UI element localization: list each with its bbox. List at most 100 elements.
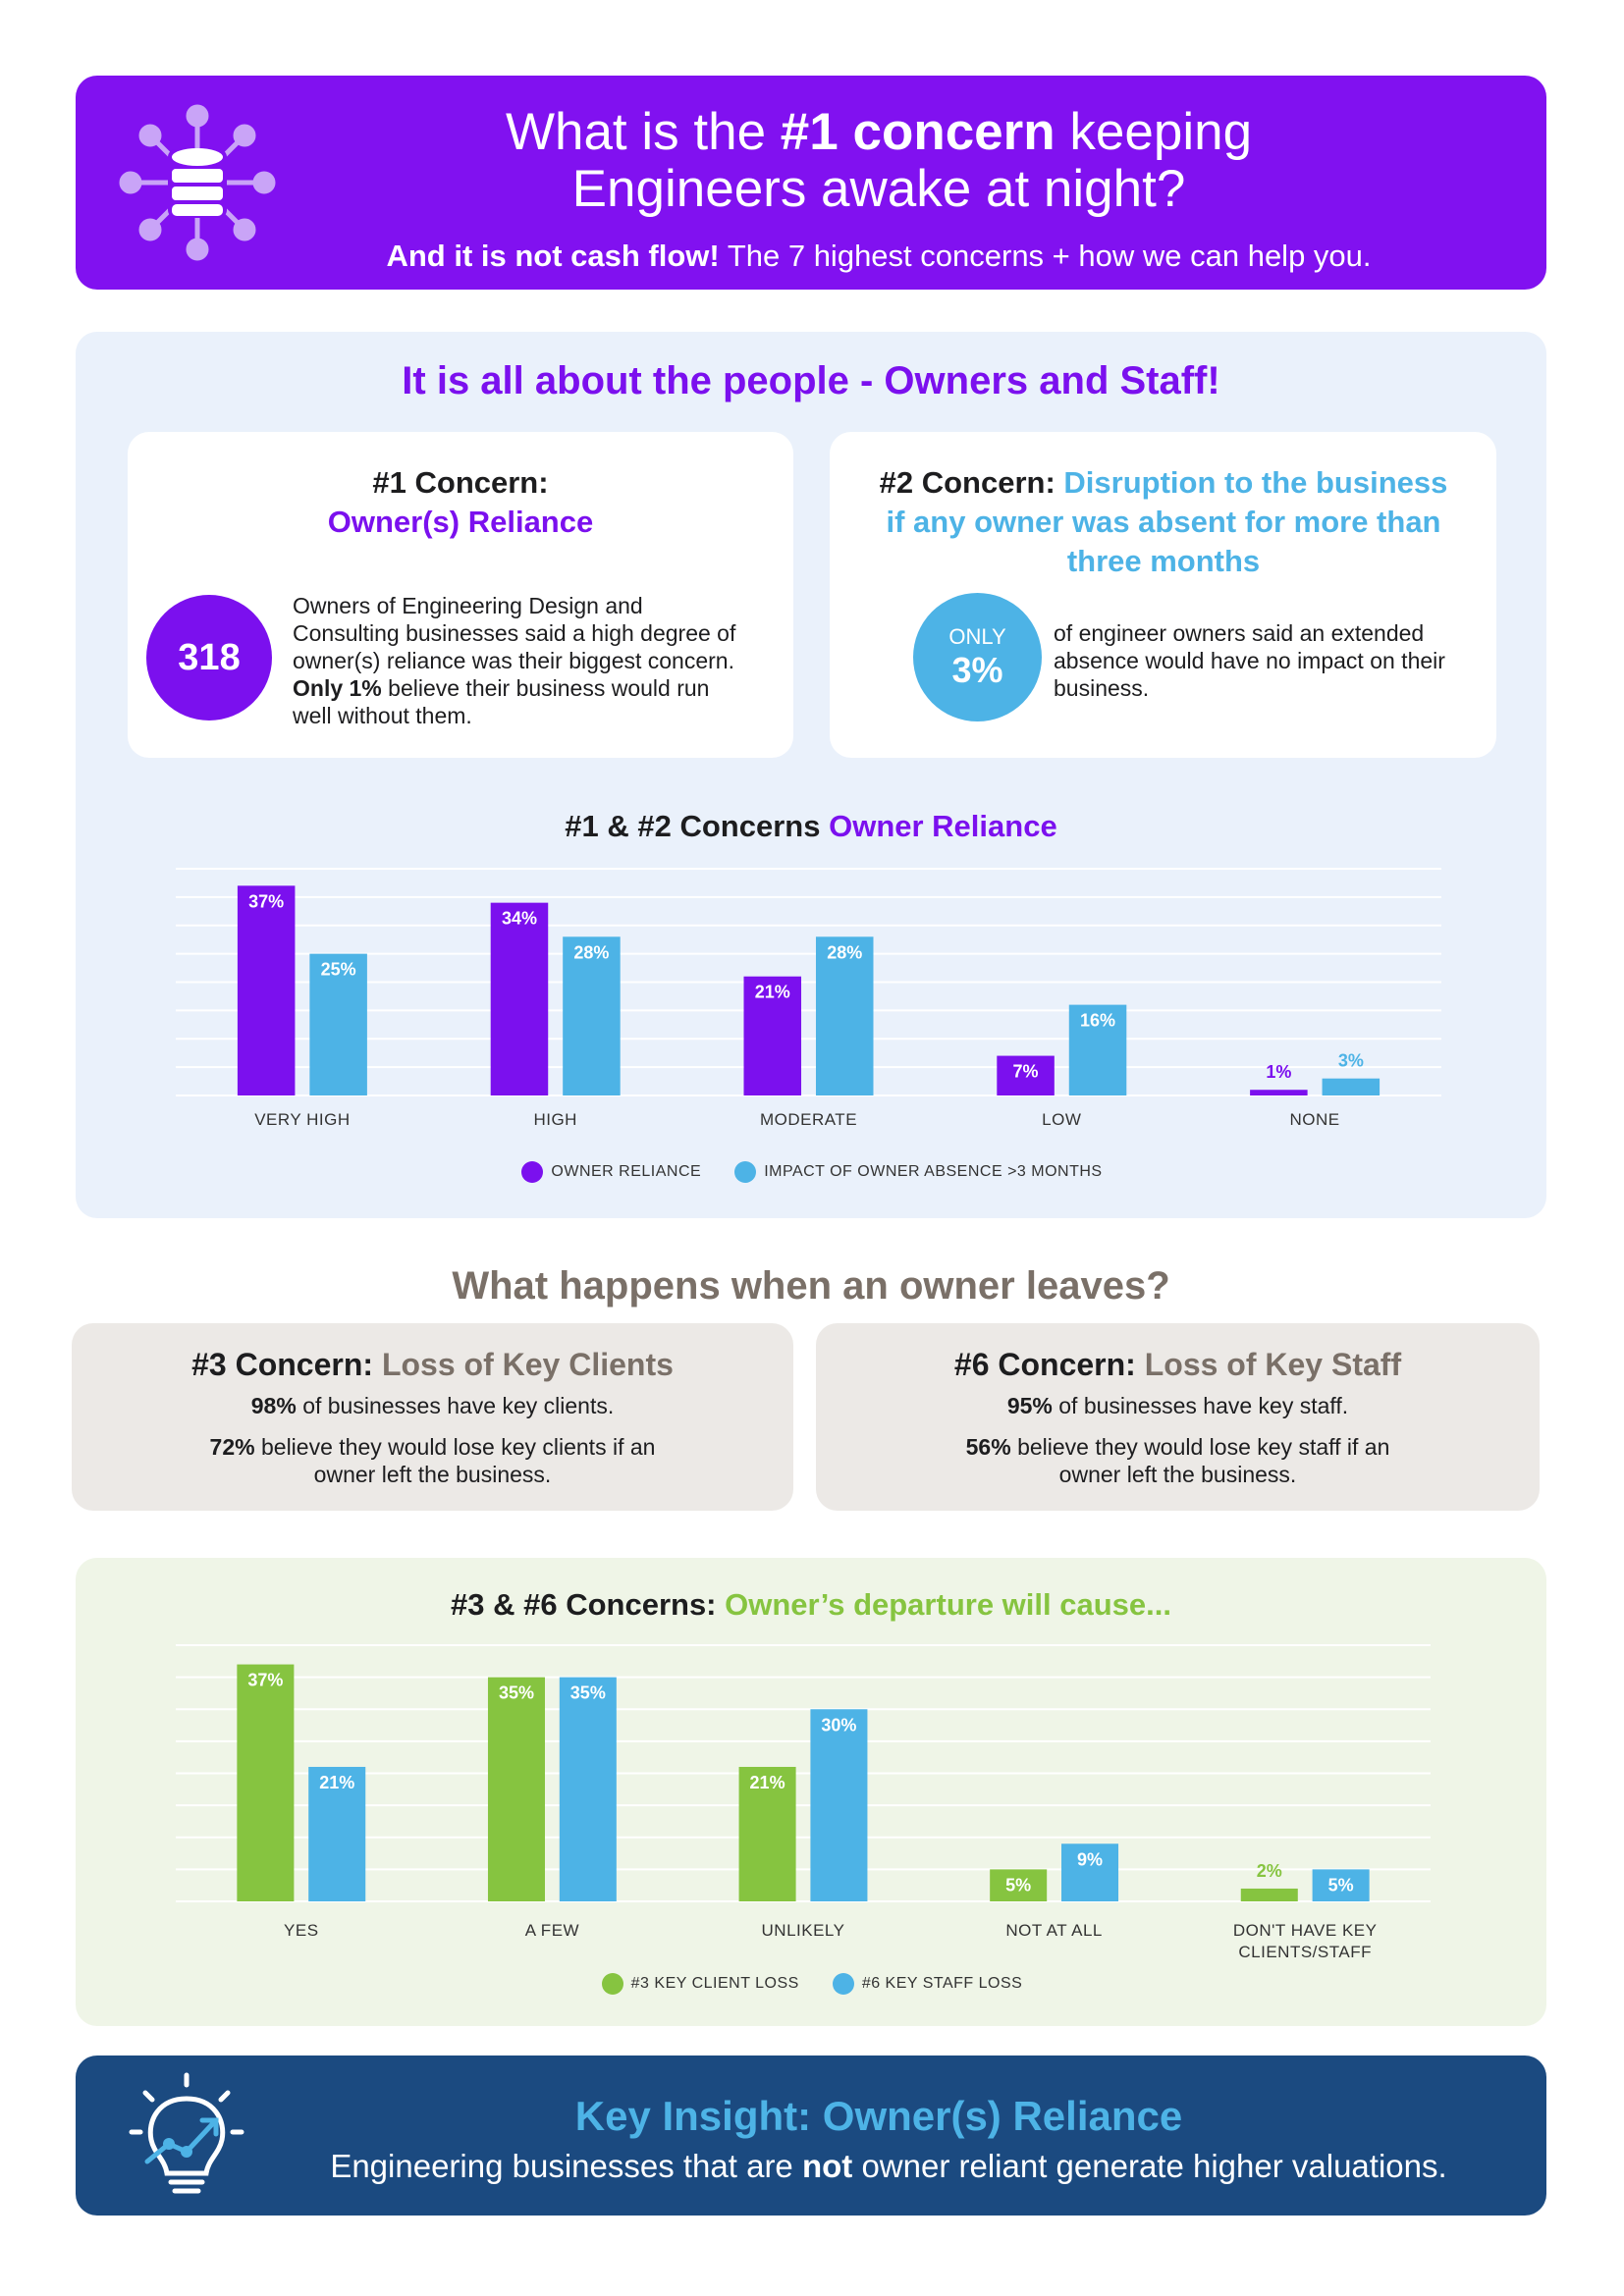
card-label: #1 Concern: xyxy=(372,465,549,500)
value-label: 21% xyxy=(755,983,790,1002)
legend-label: #3 KEY CLIENT LOSS xyxy=(630,1975,799,1992)
value-label: 16% xyxy=(1080,1011,1115,1031)
title-text: What is the xyxy=(505,103,781,161)
bar xyxy=(237,885,296,1095)
title-bold: #1 concern xyxy=(780,103,1056,161)
chart-title: #3 & #6 Concerns: Owner’s departure will… xyxy=(76,1587,1546,1623)
legend-marker xyxy=(601,1973,623,1995)
value-label: 28% xyxy=(573,942,609,962)
x-tick-label: DON'T HAVE KEY CLIENTS/STAFF xyxy=(1232,1921,1378,1961)
value-label: 5% xyxy=(1328,1875,1354,1895)
x-tick-label: MODERATE xyxy=(759,1110,858,1129)
card-content: #6 Concern: Loss of Key Staff 95% of bus… xyxy=(816,1347,1540,1488)
badge-value: 3% xyxy=(951,649,1003,690)
legend-item: #6 KEY STAFF LOSS xyxy=(832,1973,1023,1995)
subtitle: And it is not cash flow! The 7 highest c… xyxy=(285,239,1473,274)
x-tick-label: UNLIKELY xyxy=(761,1921,845,1940)
card-heading: #1 Concern: Owner(s) Reliance xyxy=(128,463,793,542)
value-label: 9% xyxy=(1077,1849,1103,1869)
bar xyxy=(815,936,874,1095)
bar xyxy=(990,1869,1048,1901)
subtitle-bold: And it is not cash flow! xyxy=(386,239,720,273)
x-tick-label: HIGH xyxy=(533,1110,577,1129)
card-title: Loss of Key Clients xyxy=(381,1347,674,1382)
value-label: 1% xyxy=(1266,1062,1291,1082)
text: Engineering businesses that are xyxy=(330,2148,793,2184)
value-label: 21% xyxy=(319,1773,354,1792)
header-banner xyxy=(76,76,1546,290)
bar xyxy=(810,1709,868,1901)
value-label: 25% xyxy=(321,960,356,980)
card-label: #6 Concern: xyxy=(953,1347,1136,1382)
card-label: #2 Concern: xyxy=(879,465,1056,500)
x-tick-label: NONE xyxy=(1289,1110,1340,1129)
bar xyxy=(1061,1843,1119,1901)
x-tick-label: A FEW xyxy=(524,1921,580,1940)
x-tick-label: YES xyxy=(284,1921,319,1940)
bar xyxy=(997,1055,1055,1095)
legend-item: IMPACT OF OWNER ABSENCE >3 MONTHS xyxy=(734,1161,1102,1183)
bar xyxy=(559,1677,617,1901)
bar xyxy=(1322,1078,1380,1095)
bar xyxy=(490,902,549,1095)
bar xyxy=(309,953,367,1095)
card-text: of engineer owners said an extended abse… xyxy=(1054,620,1445,701)
text-bold: Only 1% xyxy=(293,675,382,701)
lightbulb-icon xyxy=(129,2072,244,2194)
value-label: 37% xyxy=(247,1671,283,1690)
value-label: 28% xyxy=(827,942,862,962)
value-label: 2% xyxy=(1257,1861,1282,1881)
bar xyxy=(1068,1004,1127,1095)
card-title: Loss of Key Staff xyxy=(1144,1347,1402,1382)
stat: 98% xyxy=(250,1393,297,1418)
bar xyxy=(743,976,802,1095)
legend-marker xyxy=(734,1161,757,1183)
text: believe their business would run well wi… xyxy=(293,675,710,728)
card-text: Owners of Engineering Design and Consult… xyxy=(293,592,754,729)
value-label: 37% xyxy=(248,891,284,911)
chart-title-highlight: Owner Reliance xyxy=(829,809,1057,843)
value-label: 35% xyxy=(499,1683,534,1703)
bar xyxy=(738,1766,796,1901)
concern-card xyxy=(816,1323,1540,1511)
footer-text: Engineering businesses that are not owne… xyxy=(255,2148,1522,2185)
title-text: keeping Engineers awake at night? xyxy=(571,103,1253,218)
stat-text: of businesses have key clients. xyxy=(302,1393,615,1418)
legend-label: #6 KEY STAFF LOSS xyxy=(861,1975,1023,1992)
text: Owners of Engineering Design and Consult… xyxy=(293,593,736,673)
badge: 318 xyxy=(146,595,272,721)
stat-text: believe they would lose key clients if a… xyxy=(260,1434,656,1487)
card-title: Disruption to the business if any owner … xyxy=(886,465,1448,578)
stat-text: believe they would lose key staff if an … xyxy=(1017,1434,1390,1487)
chart-title: #1 & #2 Concerns Owner Reliance xyxy=(76,809,1546,844)
text-bold: not xyxy=(801,2148,853,2184)
legend-marker xyxy=(521,1161,544,1183)
subtitle-text: The 7 highest concerns + how we can help… xyxy=(727,239,1372,273)
bar xyxy=(237,1664,295,1901)
bar xyxy=(487,1677,545,1901)
card-heading: #2 Concern: Disruption to the business i… xyxy=(879,463,1448,581)
section-heading: What happens when an owner leaves? xyxy=(452,1264,1170,1308)
x-tick-label: LOW xyxy=(1042,1110,1082,1129)
value-label: 35% xyxy=(570,1683,606,1703)
bar xyxy=(308,1766,366,1901)
value-label: 3% xyxy=(1338,1051,1364,1071)
legend-label: OWNER RELIANCE xyxy=(551,1163,702,1180)
chart-title-text: #1 & #2 Concerns xyxy=(565,809,821,843)
stat: 56% xyxy=(965,1434,1011,1460)
bar xyxy=(1250,1090,1308,1095)
legend-label: IMPACT OF OWNER ABSENCE >3 MONTHS xyxy=(764,1163,1103,1180)
value-label: 5% xyxy=(1005,1875,1031,1895)
chart-title-text: #3 & #6 Concerns: xyxy=(451,1587,717,1622)
bar xyxy=(1312,1869,1370,1901)
value-label: 7% xyxy=(1013,1062,1039,1082)
stat: 72% xyxy=(209,1434,255,1460)
bar xyxy=(1240,1888,1298,1901)
footer-banner xyxy=(76,2056,1546,2216)
legend-marker xyxy=(832,1973,854,1995)
page-title: What is the #1 concern keeping Engineers… xyxy=(412,104,1345,218)
card-content: #3 Concern: Loss of Key Clients 98% of b… xyxy=(72,1347,793,1488)
legend-item: OWNER RELIANCE xyxy=(521,1161,701,1183)
